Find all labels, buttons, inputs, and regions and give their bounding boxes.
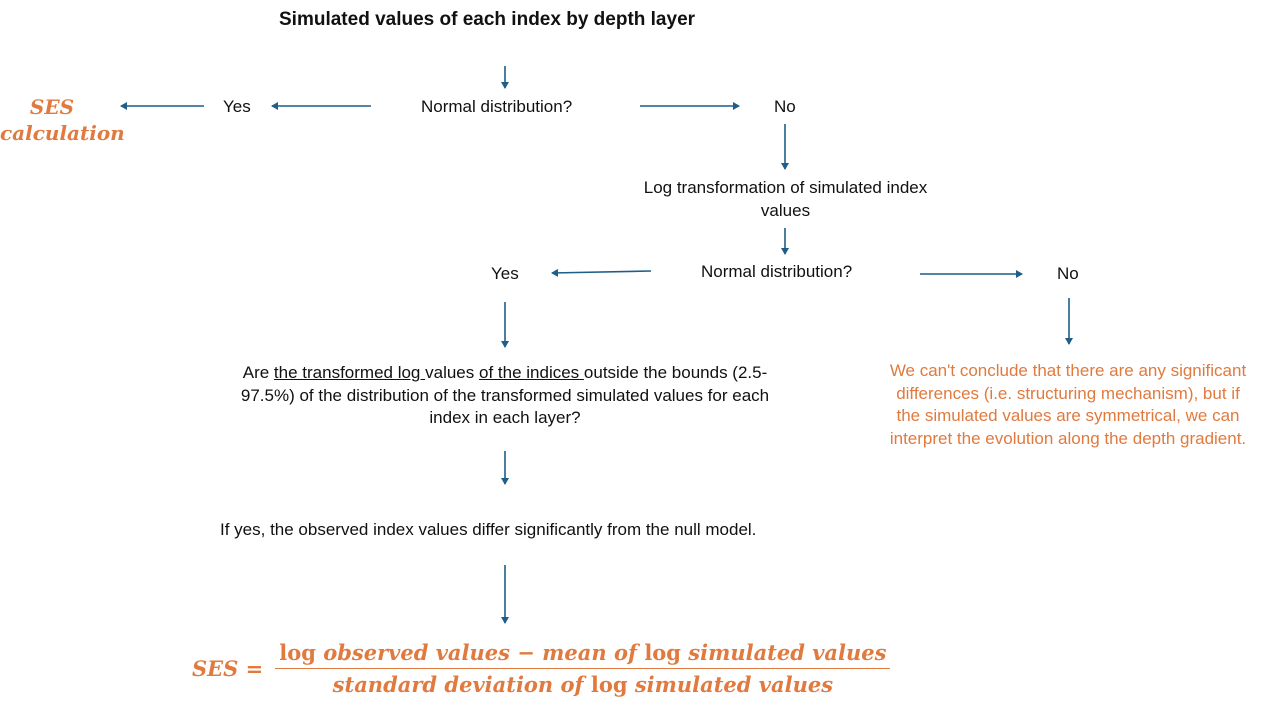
bounds-question-line1: Are the transformed log values of the in… xyxy=(242,363,768,382)
formula-fraction: log observed values − mean of log simula… xyxy=(275,639,891,697)
log-transformation-step: Log transformation of simulated index va… xyxy=(618,177,953,222)
bounds-question: Are the transformed log values of the in… xyxy=(205,362,805,430)
formula-numerator: log observed values − mean of log simula… xyxy=(279,639,887,665)
log-transform-line1: Log transformation of simulated index xyxy=(643,178,928,197)
caveat-line4: interpret the evolution along the depth … xyxy=(889,428,1247,448)
caveat-line2: differences (i.e. structuring mechanism)… xyxy=(896,383,1240,403)
yes-label-1: Yes xyxy=(223,97,251,116)
formula-denominator: standard deviation of log simulated valu… xyxy=(332,671,834,697)
no-significance-caveat: We can't conclude that there are any sig… xyxy=(864,360,1267,450)
caveat-line1: We can't conclude that there are any sig… xyxy=(889,361,1247,380)
normal-distribution-question-1: Normal distribution? xyxy=(421,97,573,116)
caveat-line3: the simulated values are symmetrical, we… xyxy=(896,406,1240,425)
ses-calculation-label: SES calculation xyxy=(0,94,125,146)
arrow-normal2-to-yes2 xyxy=(551,268,652,277)
ses-formula: SES = log observed values − mean of log … xyxy=(192,636,891,700)
bounds-question-line3: index in each layer? xyxy=(429,408,581,427)
ses-label-line2: calculation xyxy=(0,121,125,145)
normal-distribution-question-2: Normal distribution? xyxy=(701,262,853,281)
log-transform-line2: values xyxy=(760,200,811,220)
yes-label-2: Yes xyxy=(491,264,519,283)
diagram-title: Simulated values of each index by depth … xyxy=(279,9,696,30)
no-label-2: No xyxy=(1057,264,1079,283)
significance-conclusion: If yes, the observed index values differ… xyxy=(220,520,757,539)
ses-label-line1: SES xyxy=(29,95,75,119)
no-label-1: No xyxy=(774,97,796,116)
bounds-question-line2: 97.5%) of the distribution of the transf… xyxy=(240,385,770,405)
formula-lhs: SES = xyxy=(192,655,264,681)
fraction-bar xyxy=(275,667,891,669)
